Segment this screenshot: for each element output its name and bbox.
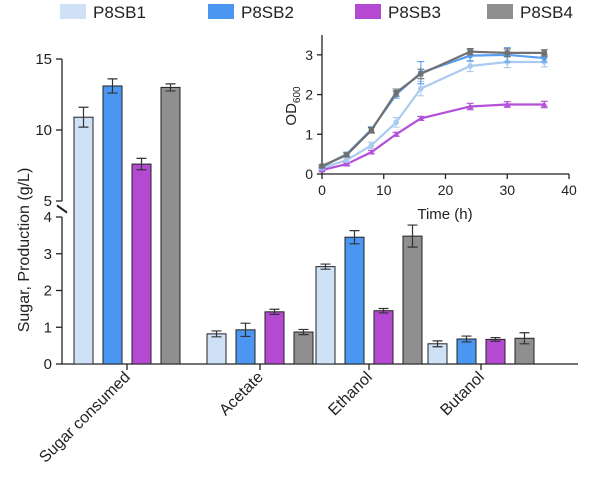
error-bar-p8sb2-acetate: [240, 322, 251, 338]
legend-label-p8sb1: P8SB1: [93, 3, 146, 22]
bar-y-tick-label: 15: [35, 51, 52, 68]
line-point-p8sb4: [368, 127, 374, 133]
line-point-p8sb1: [393, 119, 399, 126]
error-bar-p8sb2-ethanol: [349, 229, 360, 245]
inset-y-axis-label: OD600: [283, 86, 303, 126]
inset-y-axis-label-subscript: 600: [292, 86, 303, 103]
line-series-p8sb1: [321, 60, 545, 170]
error-bar-p8sb1-acetate: [211, 330, 222, 338]
error-bar-p8sb1-sugar-consumed: [78, 106, 89, 128]
bar-x-tick-label: Sugar consumed: [36, 369, 134, 467]
bar-p8sb1-sugar-consumed: [73, 116, 94, 365]
line-point-p8sb1: [368, 142, 375, 149]
bar-p8sb1-ethanol: [315, 266, 336, 365]
bar-p8sb3-acetate: [264, 311, 285, 365]
bar-p8sb2-ethanol: [344, 236, 365, 365]
line-point-p8sb4: [418, 71, 424, 77]
error-bar-p8sb2-butanol: [461, 335, 472, 343]
bar-p8sb4-ethanol: [402, 235, 423, 365]
line-point-p8sb4: [344, 152, 350, 158]
line-point-p8sb3: [467, 103, 474, 109]
line-point-p8sb3: [392, 131, 400, 137]
error-bar-p8sb4-acetate: [298, 328, 309, 336]
legend: P8SB1 P8SB2 P8SB3 P8SB4: [60, 3, 573, 22]
error-bar-p8sb3-acetate: [269, 308, 280, 315]
bar-p8sb4-sugar-consumed: [160, 86, 181, 365]
inset-x-axis-label: Time (h): [417, 206, 472, 223]
line-point-p8sb4: [467, 49, 473, 55]
error-bar-p8sb4-sugar-consumed: [165, 83, 176, 92]
bar-y-tick-label: 3: [44, 246, 52, 263]
legend-label-p8sb3: P8SB3: [388, 3, 441, 22]
error-bar-p8sb4-butanol: [519, 332, 530, 345]
bar-p8sb2-butanol: [456, 338, 477, 365]
error-bar-p8sb3-ethanol: [378, 307, 389, 314]
bar-y-tick-label: 4: [44, 209, 52, 226]
bar-p8sb3-butanol: [485, 338, 506, 365]
bar-y-tick-label: 1: [44, 319, 52, 336]
legend-swatch-p8sb3: [355, 4, 381, 19]
legend-swatch-p8sb1: [60, 4, 86, 19]
line-point-p8sb4: [319, 163, 325, 169]
line-point-p8sb3: [541, 101, 548, 107]
bar-p8sb2-sugar-consumed: [102, 85, 123, 365]
bar-y-tick-label: 2: [44, 283, 52, 300]
legend-swatch-p8sb2: [208, 4, 234, 19]
legend-label-p8sb2: P8SB2: [241, 3, 294, 22]
line-point-p8sb1: [467, 63, 474, 69]
inset-y-axis-label-main: OD: [283, 103, 300, 126]
inset-x-tick-label: 30: [499, 182, 515, 198]
inset-y-tick-label: 0: [305, 166, 313, 182]
bar-p8sb1-acetate: [206, 333, 227, 365]
error-bar-p8sb4-ethanol: [407, 224, 418, 248]
line-series-p8sb2: [321, 53, 545, 168]
line-point-p8sb4: [504, 50, 510, 56]
bar-x-tick-label: Butanol: [437, 369, 487, 419]
error-bar-p8sb3-sugar-consumed: [136, 157, 147, 171]
error-bar-p8sb1-ethanol: [320, 263, 331, 270]
bar-y-tick-label: 10: [35, 122, 52, 139]
bar-p8sb4-acetate: [293, 331, 314, 365]
bar-x-tick-label: Acetate: [216, 369, 266, 419]
line-point-p8sb2: [541, 55, 548, 61]
line-point-p8sb3: [417, 115, 424, 121]
line-series-p8sb3: [321, 103, 545, 172]
line-point-p8sb3: [504, 101, 511, 107]
legend-swatch-p8sb4: [487, 4, 513, 19]
line-point-p8sb1: [418, 85, 424, 92]
inset-y-tick-label: 1: [305, 126, 313, 142]
inset-x-tick-label: 0: [318, 182, 326, 198]
bar-y-axis-label: Sugar, Production (g/L): [16, 168, 33, 333]
inset-x-tick-label: 40: [561, 182, 577, 198]
inset-x-tick-label: 10: [376, 182, 392, 198]
inset-line-chart: Time (h) OD600 0 10 20 30 40 0 1 2 3: [283, 35, 577, 223]
line-point-p8sb4: [393, 89, 399, 96]
line-point-p8sb3: [368, 148, 375, 155]
bar-y-tick-label: 0: [44, 356, 52, 373]
inset-y-tick-label: 2: [305, 87, 313, 103]
axis-break-mark-upper: [56, 204, 68, 213]
bar-x-tick-label: Ethanol: [325, 369, 375, 419]
error-bar-p8sb3-butanol: [490, 336, 501, 342]
bar-y-tick-label: 5: [44, 193, 52, 210]
line-series-p8sb4: [321, 50, 545, 168]
axis-break-mark-lower: [56, 205, 68, 214]
inset-x-tick-label: 20: [438, 182, 454, 198]
inset-y-tick-label: 3: [305, 47, 313, 63]
bar-p8sb3-sugar-consumed: [131, 163, 152, 365]
line-point-p8sb1: [343, 157, 350, 163]
error-bar-p8sb1-butanol: [432, 340, 443, 348]
error-bar-p8sb2-sugar-consumed: [107, 78, 118, 94]
line-point-p8sb3: [343, 160, 350, 167]
legend-label-p8sb4: P8SB4: [520, 3, 573, 22]
line-point-p8sb4: [541, 50, 547, 56]
bar-p8sb3-ethanol: [373, 310, 394, 365]
